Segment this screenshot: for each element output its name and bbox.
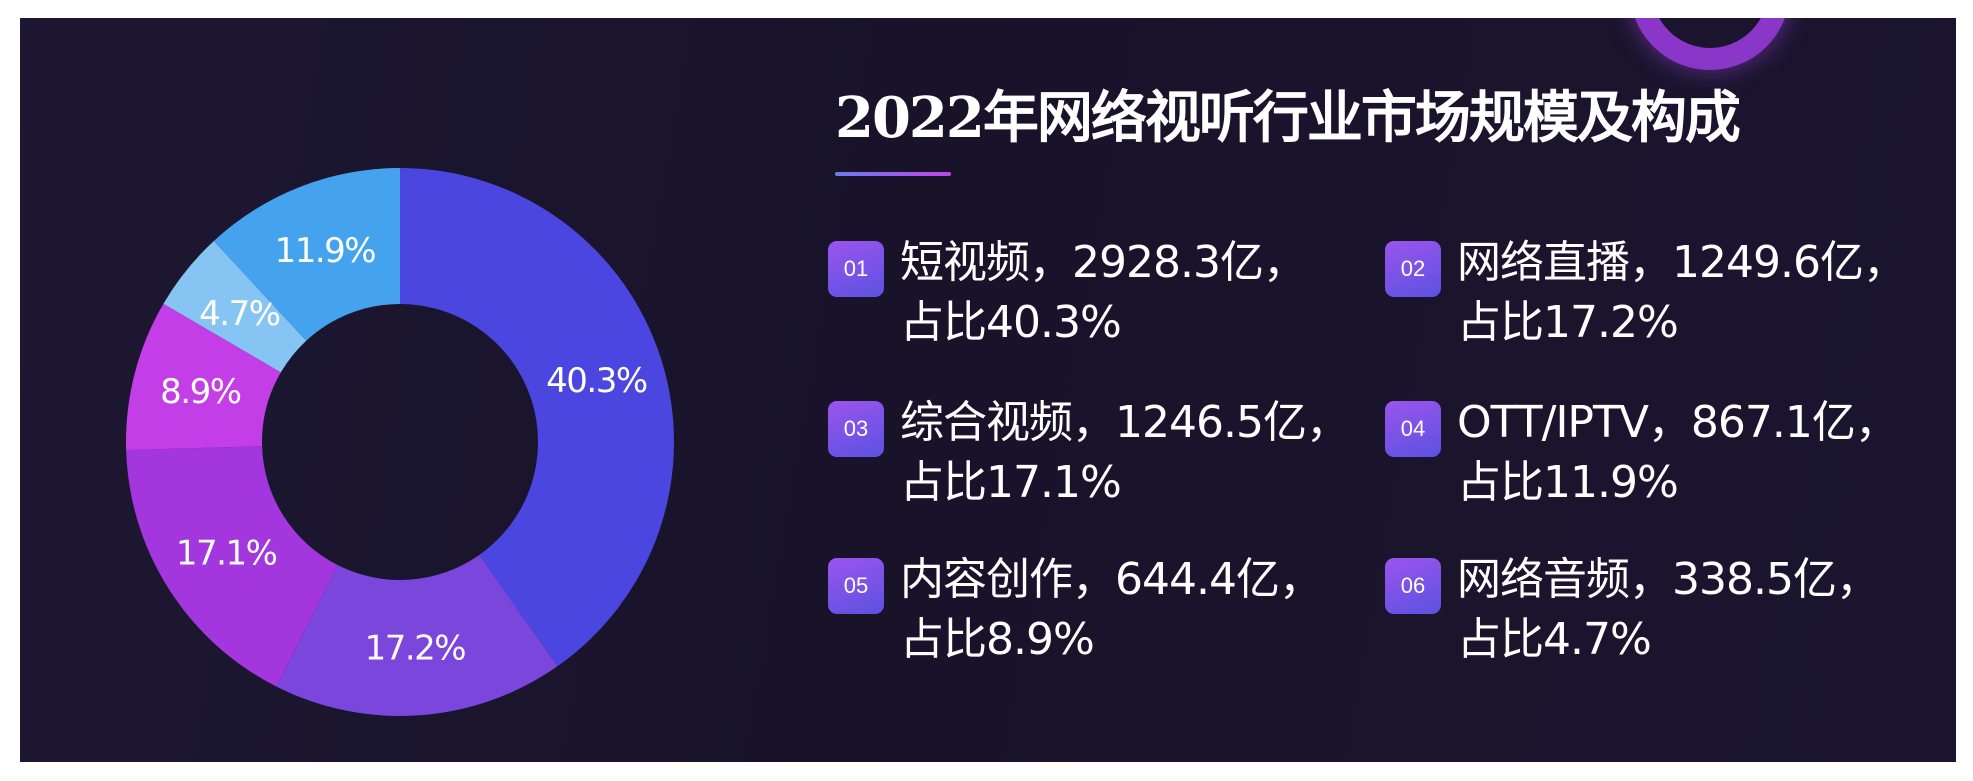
legend-item-live-streaming: 02 网络直播，1249.6亿， 占比17.2% — [1385, 233, 1907, 353]
donut-slice-05 — [126, 303, 281, 451]
legend-text: 综合视频，1246.5亿， 占比17.1% — [900, 393, 1360, 513]
donut-slice-06 — [163, 240, 307, 373]
donut-chart: 40.3% 17.2% 17.1% 8.9% 4.7% 11.9% — [126, 168, 675, 716]
slice-label-06: 4.7% — [199, 294, 280, 334]
slice-label-04: 11.9% — [275, 231, 376, 271]
slice-label-05: 8.9% — [160, 372, 241, 412]
legend-line-share: 占比17.2% — [1457, 297, 1679, 348]
donut-slice-03 — [126, 446, 338, 687]
title-underline — [835, 172, 951, 176]
legend-line-value: 综合视频，1246.5亿， — [900, 397, 1350, 448]
legend-badge: 02 — [1385, 241, 1441, 297]
legend-item-content-creation: 05 内容创作，644.4亿， 占比8.9% — [828, 550, 1348, 670]
legend-text: OTT/IPTV，867.1亿， 占比11.9% — [1457, 393, 1917, 513]
legend-line-value: 短视频，2928.3亿， — [900, 237, 1307, 288]
legend-item-general-video: 03 综合视频，1246.5亿， 占比17.1% — [828, 393, 1350, 513]
infographic-panel: 40.3% 17.2% 17.1% 8.9% 4.7% 11.9% 2022年网络视听行业… — [20, 18, 1956, 762]
legend-line-share: 占比4.7% — [1457, 614, 1652, 665]
legend-badge: 03 — [828, 401, 884, 457]
legend-badge: 05 — [828, 558, 884, 614]
legend-line-value: 网络直播，1249.6亿， — [1457, 237, 1907, 288]
legend-text: 网络直播，1249.6亿， 占比17.2% — [1457, 233, 1917, 353]
legend-line-value: 网络音频，338.5亿， — [1457, 554, 1880, 605]
slice-label-03: 17.1% — [176, 534, 277, 574]
legend-text: 内容创作，644.4亿， 占比8.9% — [900, 550, 1360, 670]
legend-text: 网络音频，338.5亿， 占比4.7% — [1457, 550, 1917, 670]
donut-slice-04 — [213, 168, 400, 341]
legend-line-share: 占比11.9% — [1457, 457, 1679, 508]
slice-label-01: 40.3% — [546, 361, 647, 401]
legend-line-value: OTT/IPTV，867.1亿， — [1457, 397, 1899, 448]
legend-item-online-audio: 06 网络音频，338.5亿， 占比4.7% — [1385, 550, 1905, 670]
legend-badge: 04 — [1385, 401, 1441, 457]
legend-line-share: 占比17.1% — [900, 457, 1122, 508]
legend-line-share: 占比8.9% — [900, 614, 1095, 665]
legend-line-value: 内容创作，644.4亿， — [900, 554, 1323, 605]
legend-item-ott-iptv: 04 OTT/IPTV，867.1亿， 占比11.9% — [1385, 393, 1905, 513]
slice-label-02: 17.2% — [365, 628, 466, 668]
legend-badge: 06 — [1385, 558, 1441, 614]
legend-badge: 01 — [828, 241, 884, 297]
legend-item-short-video: 01 短视频，2928.3亿， 占比40.3% — [828, 233, 1348, 353]
donut-slice-02 — [276, 554, 558, 716]
legend-line-share: 占比40.3% — [900, 297, 1122, 348]
legend-text: 短视频，2928.3亿， 占比40.3% — [900, 233, 1360, 353]
decorative-ring — [1630, 18, 1790, 70]
chart-title: 2022年网络视听行业市场规模及构成 — [835, 85, 1741, 151]
donut-slice-01 — [400, 168, 675, 667]
